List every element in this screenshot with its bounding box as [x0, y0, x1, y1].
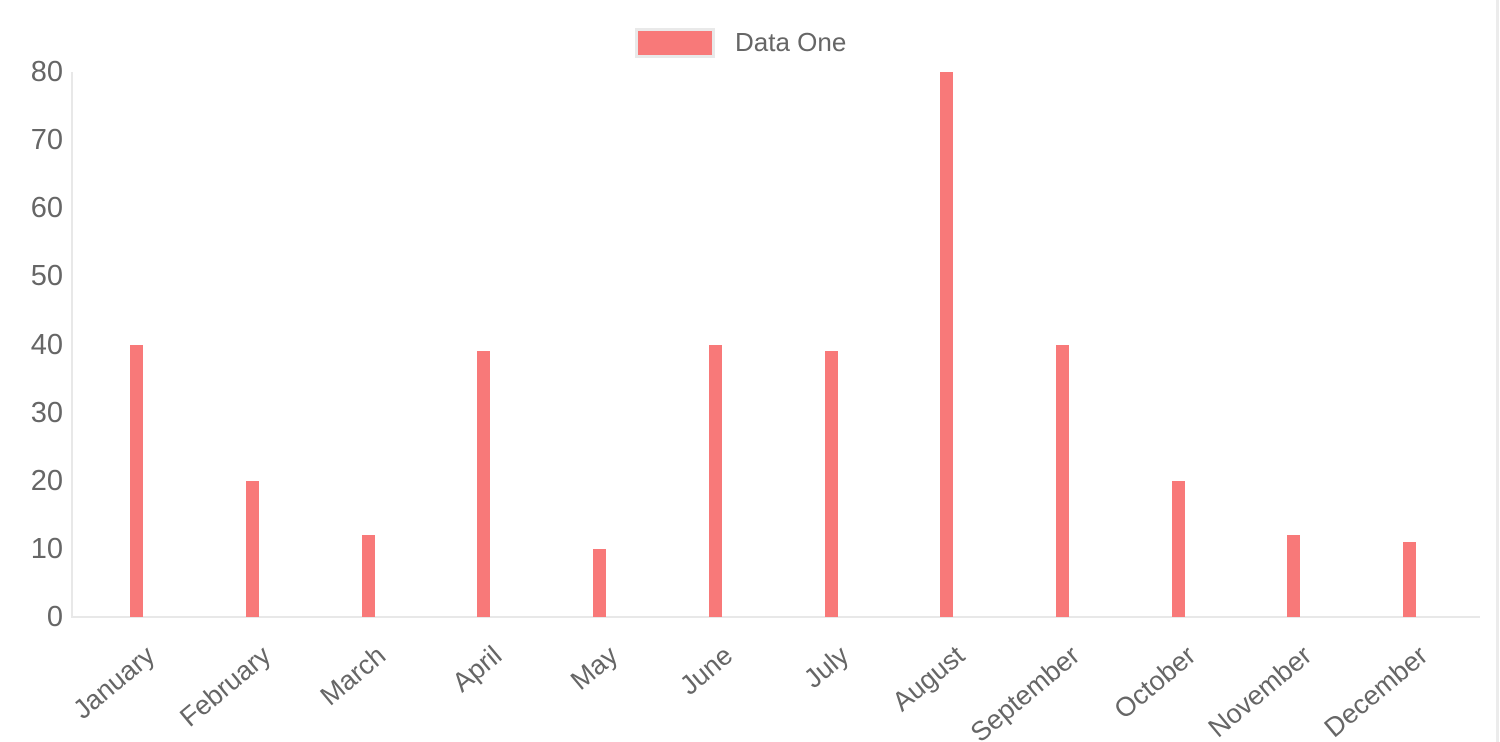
legend-item-data-one[interactable]: Data One	[635, 27, 846, 58]
bar-november[interactable]	[1287, 535, 1301, 617]
bar-march[interactable]	[361, 535, 375, 617]
y-tick-label-30: 30	[30, 396, 63, 429]
y-tick-label-70: 70	[30, 124, 63, 157]
bar-october[interactable]	[1171, 480, 1185, 617]
bar-february[interactable]	[246, 480, 260, 617]
x-tick-label-january: January	[67, 640, 161, 725]
bar-january[interactable]	[130, 344, 144, 617]
y-tick-label-60: 60	[30, 192, 63, 225]
right-edge-divider	[1496, 0, 1499, 742]
y-tick-label-0: 0	[46, 601, 63, 633]
bar-august[interactable]	[940, 72, 954, 617]
bar-april[interactable]	[477, 351, 491, 617]
y-tick-label-20: 20	[30, 464, 63, 497]
y-tick-label-80: 80	[30, 56, 63, 88]
x-axis-line	[71, 616, 1480, 618]
y-tick-label-40: 40	[30, 328, 63, 361]
bar-december[interactable]	[1403, 542, 1417, 617]
bar-june[interactable]	[708, 344, 722, 617]
legend-color-swatch-icon	[635, 27, 715, 58]
y-axis-line	[71, 72, 73, 618]
legend-label: Data One	[735, 27, 847, 57]
y-tick-label-50: 50	[30, 260, 63, 293]
y-tick-label-10: 10	[30, 532, 63, 565]
bar-july[interactable]	[824, 351, 838, 617]
bar-may[interactable]	[593, 548, 607, 617]
bar-september[interactable]	[1055, 344, 1069, 617]
